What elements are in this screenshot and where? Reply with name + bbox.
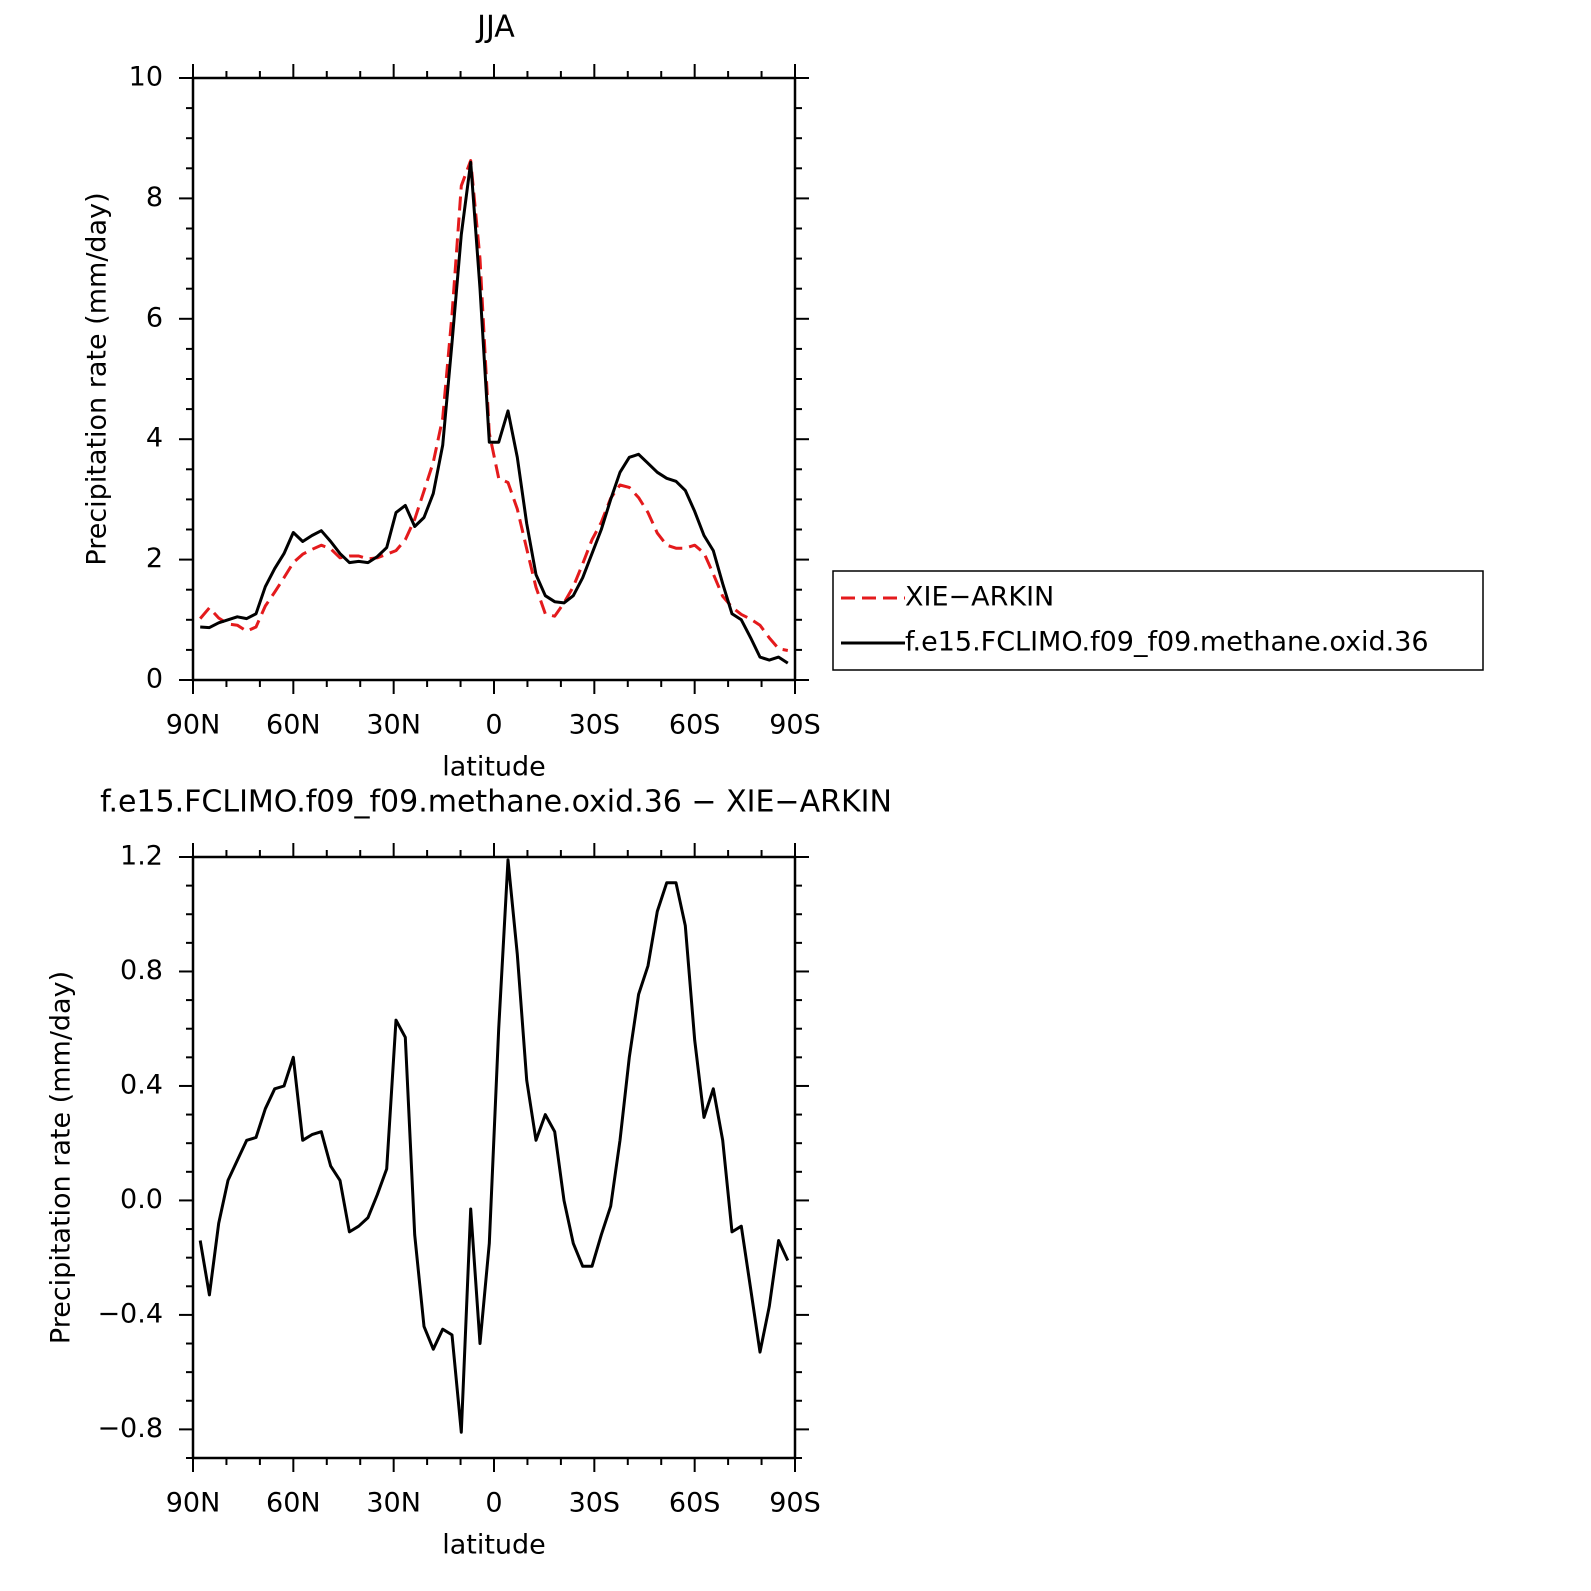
x-tick-label: 60S [669,1488,721,1519]
data-line [199,159,789,652]
chart-title: JJA [475,10,515,45]
y-tick-label: 0 [146,664,163,695]
legend-label: XIE−ARKIN [905,582,1054,613]
x-axis-label: latitude [442,752,546,783]
data-line [200,160,789,665]
y-tick-label: −0.8 [97,1413,163,1444]
x-axis-label: latitude [442,1530,546,1561]
x-tick-label: 30N [366,1488,421,1519]
y-tick-label: 10 [129,62,163,93]
x-tick-label: 30N [366,710,421,741]
x-tick-label: 90S [769,710,821,741]
x-tick-label: 60N [266,1488,321,1519]
x-tick-label: 90N [166,1488,221,1519]
x-tick-label: 30S [569,710,621,741]
y-tick-label: 2 [146,543,163,574]
legend-label: f.e15.FCLIMO.f09_f09.methane.oxid.36 [905,627,1429,658]
y-tick-label: 0.4 [120,1069,163,1100]
y-tick-label: 8 [146,182,163,213]
plot-frame [191,855,797,1460]
y-tick-label: 6 [146,302,163,333]
y-tick-label: 0.8 [120,955,163,986]
x-tick-label: 0 [485,710,502,741]
y-tick-label: −0.4 [97,1298,163,1329]
data-line [198,858,790,1434]
x-tick-label: 60N [266,710,321,741]
x-tick-label: 0 [485,1488,502,1519]
chart-title: f.e15.FCLIMO.f09_f09.methane.oxid.36 − X… [100,785,892,820]
x-tick-label: 90S [769,1488,821,1519]
y-tick-label: 4 [146,423,163,454]
y-tick-label: 1.2 [120,841,163,872]
x-tick-label: 60S [669,710,721,741]
legend-box [832,570,1484,671]
x-tick-label: 90N [166,710,221,741]
y-tick-label: 0.0 [120,1184,163,1215]
x-tick-label: 30S [569,1488,621,1519]
plot-frame [191,76,797,682]
y-axis-label: Precipitation rate (mm/day) [82,192,113,565]
y-axis-label: Precipitation rate (mm/day) [46,971,77,1344]
